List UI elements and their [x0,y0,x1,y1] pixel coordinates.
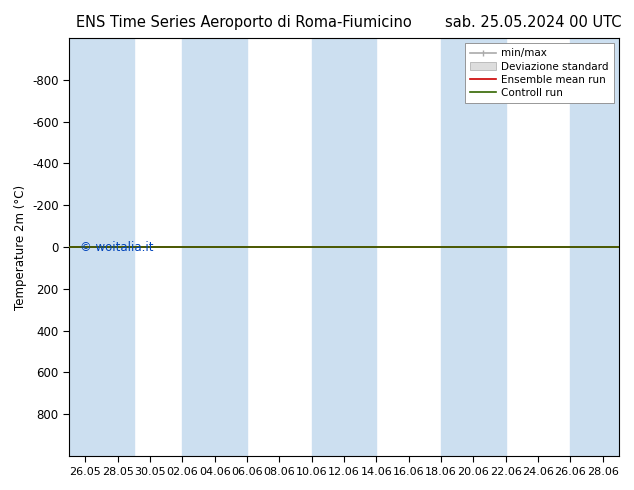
Bar [69,38,134,456]
Bar [571,38,619,456]
Text: ENS Time Series Aeroporto di Roma-Fiumicino: ENS Time Series Aeroporto di Roma-Fiumic… [76,15,412,30]
Bar [441,38,506,456]
Text: sab. 25.05.2024 00 UTC: sab. 25.05.2024 00 UTC [445,15,621,30]
Text: © woitalia.it: © woitalia.it [80,241,153,253]
Legend: min/max, Deviazione standard, Ensemble mean run, Controll run: min/max, Deviazione standard, Ensemble m… [465,43,614,103]
Bar [183,38,247,456]
Bar [312,38,377,456]
Y-axis label: Temperature 2m (°C): Temperature 2m (°C) [13,184,27,310]
